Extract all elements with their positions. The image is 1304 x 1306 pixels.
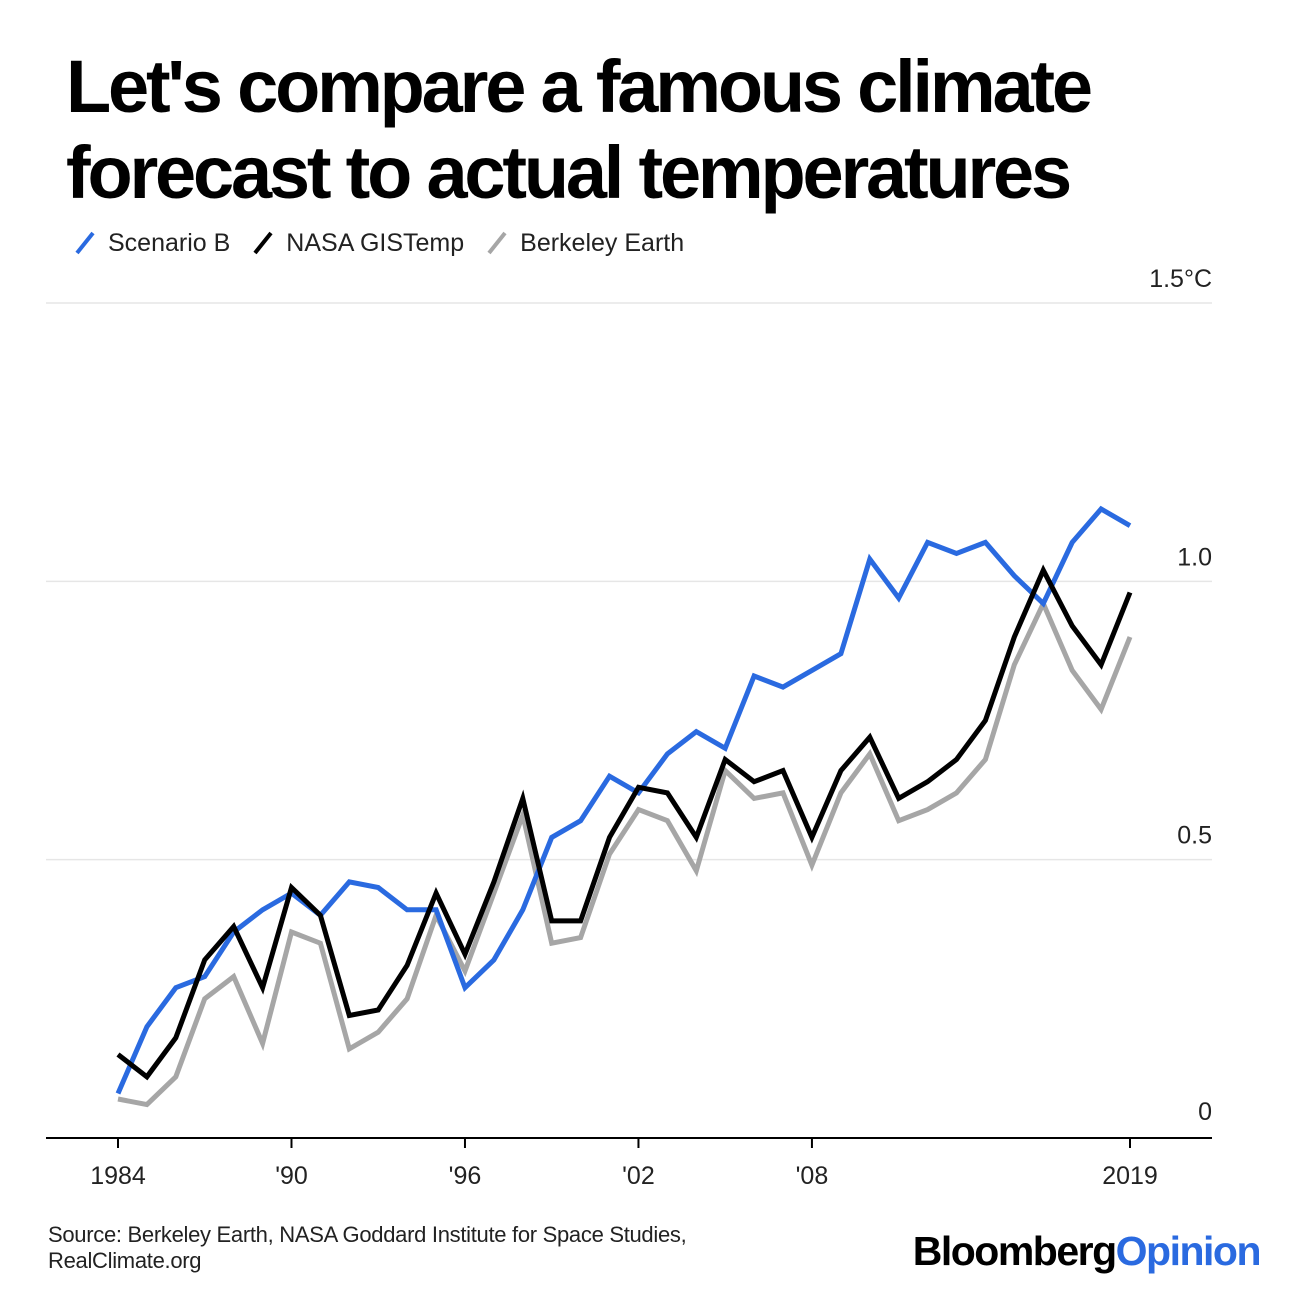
y-tick-label-2: 0.5 [1177,822,1212,850]
x-tick-label-1: '90 [275,1162,308,1190]
x-tick-label-5: 2019 [1102,1162,1158,1190]
legend: Scenario B NASA GISTemp Berkeley Earth [74,226,706,260]
title-line-1: Let's compare a famous climate [66,45,1093,128]
series-line-nasa-gistemp [116,564,1133,1081]
source-line-1: Source: Berkeley Earth, NASA Goddard Ins… [48,1222,687,1247]
x-tick-label-0: 1984 [90,1162,146,1190]
bloomberg-opinion-logo: BloombergOpinion [912,1228,1262,1275]
x-tick-label-3: '02 [622,1162,655,1190]
legend-label-berkeley-earth: Berkeley Earth [520,228,685,257]
y-tick-label-0: 1.5°C [1149,265,1212,293]
chart-title: Let's compare a famous climate forecast … [66,44,1286,216]
source-note: Source: Berkeley Earth, NASA Goddard Ins… [48,1222,828,1274]
legend-swatch-berkeley-earth [486,229,508,257]
series-line-berkeley-earth [117,597,1133,1108]
legend-swatch-nasa-gistemp [252,229,274,257]
legend-item-nasa-gistemp: NASA GISTemp [252,229,464,258]
title-line-2: forecast to actual temperatures [66,131,1072,214]
legend-label-nasa-gistemp: NASA GISTemp [286,228,465,257]
brand-primary: Bloomberg [912,1228,1117,1274]
y-tick-label-3: 0 [1198,1098,1212,1126]
legend-item-berkeley-earth: Berkeley Earth [486,229,684,258]
legend-label-scenario-b: Scenario B [108,228,231,257]
x-tick-label-2: '96 [449,1162,482,1190]
brand-secondary: Opinion [1115,1228,1262,1274]
legend-swatch-scenario-b [74,229,96,257]
source-line-2: RealClimate.org [48,1248,202,1273]
legend-item-scenario-b: Scenario B [74,229,230,258]
y-tick-label-1: 1.0 [1177,543,1212,571]
x-tick-label-4: '08 [796,1162,829,1190]
